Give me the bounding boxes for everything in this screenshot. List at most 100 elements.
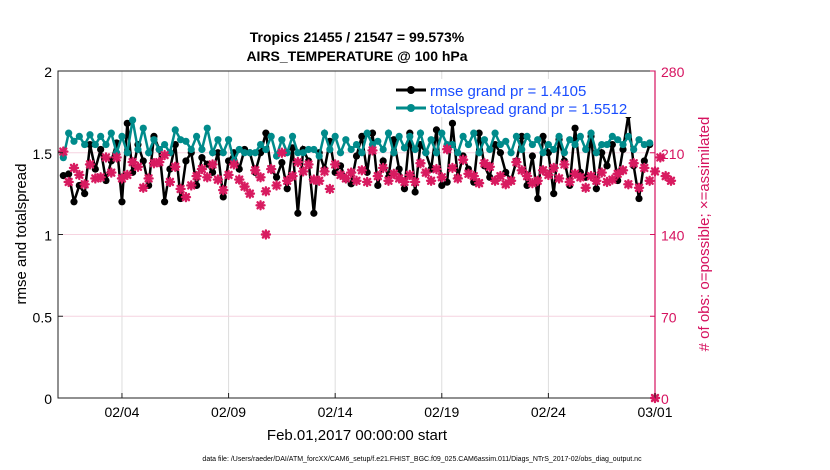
rmse-point xyxy=(379,157,387,165)
totalspread-point xyxy=(81,140,89,149)
obs-marker-stroke xyxy=(560,160,569,169)
obs-marker-stroke xyxy=(256,201,265,210)
obs-marker-stroke xyxy=(75,170,84,180)
assimilated-obs-point xyxy=(377,162,389,174)
obs-marker-stroke xyxy=(362,177,372,187)
rmse-point xyxy=(544,149,552,157)
assimilated-obs-point xyxy=(431,163,442,175)
rmse-point xyxy=(374,181,382,190)
obs-marker-stroke xyxy=(613,169,622,178)
totalspread-point xyxy=(491,129,499,137)
obs-marker-stroke xyxy=(336,170,345,180)
totalspread-point xyxy=(454,149,462,157)
obs-marker-stroke xyxy=(453,174,462,183)
rmse-point xyxy=(640,157,648,165)
obs-marker-stroke xyxy=(272,181,281,190)
x-tick-label: 02/24 xyxy=(531,404,566,420)
totalspread-point xyxy=(486,145,494,154)
rmse-point xyxy=(608,140,616,149)
totalspread-point xyxy=(528,140,537,149)
assimilated-obs-point xyxy=(287,170,298,182)
assimilated-obs-point xyxy=(319,166,330,177)
assimilated-obs-point xyxy=(484,161,495,172)
legend-spread-label: totalspread grand pr = 1.5512 xyxy=(430,101,627,118)
totalspread-point xyxy=(507,149,515,157)
obs-marker-stroke xyxy=(96,173,105,182)
obs-marker-stroke xyxy=(458,155,468,164)
obs-marker-stroke xyxy=(416,159,425,168)
rmse-point xyxy=(107,157,115,165)
obs-marker-stroke xyxy=(325,184,335,194)
totalspread-point xyxy=(251,149,259,157)
totalspread-point xyxy=(70,137,78,145)
totalspread-point xyxy=(603,140,611,149)
totalspread-point xyxy=(91,140,99,149)
obs-marker-stroke xyxy=(645,176,654,185)
obs-marker-stroke xyxy=(261,230,271,239)
totalspread-point xyxy=(59,154,67,162)
y-right-tick-label: 0 xyxy=(661,391,669,407)
footer-data-file: data file: /Users/raeder/DAI/ATM_forcXX/… xyxy=(202,456,642,463)
obs-marker-stroke xyxy=(203,173,212,182)
rmse-point xyxy=(65,170,73,178)
y-tick-label: 0 xyxy=(44,391,52,407)
obs-marker-stroke xyxy=(384,176,393,185)
obs-marker-stroke xyxy=(464,169,473,178)
assimilated-obs-point xyxy=(143,173,154,184)
obs-marker-stroke xyxy=(624,180,633,189)
x-axis-label: Feb.01,2017 00:00:00 start xyxy=(267,427,448,444)
obs-marker-stroke xyxy=(618,166,628,175)
assimilated-obs-point xyxy=(207,159,218,170)
assimilated-obs-point xyxy=(223,169,234,181)
obs-marker-stroke xyxy=(314,176,324,185)
totalspread-point xyxy=(534,136,542,144)
assimilated-obs-point xyxy=(564,176,575,188)
assimilated-obs-point xyxy=(292,156,304,168)
assimilated-obs-point xyxy=(180,191,192,203)
obs-marker-stroke xyxy=(107,168,116,177)
obs-marker-stroke xyxy=(570,169,580,178)
obs-marker-stroke xyxy=(128,157,137,167)
assimilated-obs-point xyxy=(329,159,341,170)
obs-marker-stroke xyxy=(512,157,521,167)
y-right-tick-label: 210 xyxy=(661,146,685,162)
totalspread-point xyxy=(86,131,94,139)
assimilated-obs-point xyxy=(196,163,208,175)
rmse-point xyxy=(518,132,526,140)
totalspread-point xyxy=(512,132,521,140)
assimilated-obs-point xyxy=(479,158,490,169)
rmse-point xyxy=(97,145,105,154)
y-tick-label: 2 xyxy=(44,64,52,80)
assimilated-obs-point xyxy=(244,188,256,199)
obs-marker-stroke xyxy=(634,183,644,192)
totalspread-point xyxy=(315,152,323,160)
totalspread-point xyxy=(272,152,281,160)
obs-marker-stroke xyxy=(565,177,574,187)
rmse-point xyxy=(214,149,222,157)
totalspread-point xyxy=(576,132,584,140)
x-tick-label: 03/01 xyxy=(637,404,672,420)
obs-marker-stroke xyxy=(181,192,191,202)
obs-marker-stroke xyxy=(298,167,308,176)
obs-marker-stroke xyxy=(144,174,153,183)
assimilated-obs-point xyxy=(521,170,533,182)
legend-rmse-marker xyxy=(407,86,415,94)
totalspread-point xyxy=(480,136,489,144)
legend-spread-marker xyxy=(407,104,415,112)
obs-marker-stroke xyxy=(410,177,420,187)
obs-marker-stroke xyxy=(666,176,676,185)
totalspread-point xyxy=(587,129,595,137)
obs-marker-stroke xyxy=(496,171,505,181)
totalspread-point xyxy=(267,132,275,140)
rmse-point xyxy=(182,157,190,165)
obs-marker-stroke xyxy=(139,183,148,192)
x-tick-label: 02/14 xyxy=(318,404,353,420)
totalspread-point xyxy=(192,132,201,140)
obs-marker-stroke xyxy=(506,176,516,185)
totalspread-point xyxy=(363,129,371,137)
totalspread-point xyxy=(438,129,446,137)
obs-marker-stroke xyxy=(101,153,111,162)
ticks: 02/04 02/09 02/14 02/19 02/24 03/0100.511.520… xyxy=(33,64,685,420)
totalspread-point xyxy=(374,137,382,145)
